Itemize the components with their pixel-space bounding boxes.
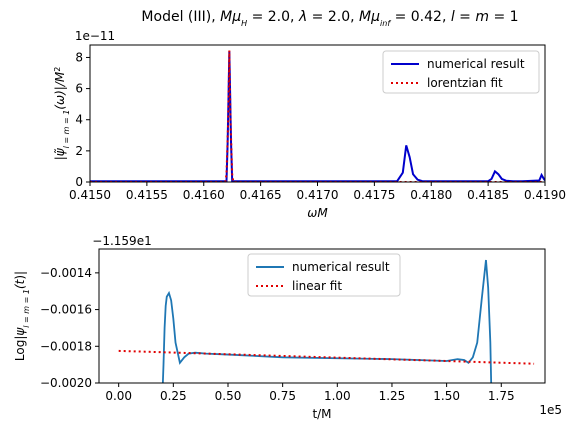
x-tick-label: 0.4175: [353, 188, 395, 202]
x-axis-label: t/M: [312, 407, 331, 421]
y-tick-label: 0: [75, 175, 83, 189]
y-axis-label: |ψ̃l = m = 1(ω)|/M2: [53, 67, 71, 161]
plot-frame: [98, 248, 546, 384]
x-tick-label: 0.4170: [297, 188, 339, 202]
series-line-1: [161, 259, 493, 383]
legend-label: numerical result: [292, 260, 390, 274]
y-tick-label: 8: [75, 50, 83, 64]
x-axis-label: ωM: [307, 206, 328, 220]
x-tick-label: 0.4155: [126, 188, 168, 202]
y-tick-label: −0.0014: [40, 266, 92, 280]
figure-title: Model (III), MμH = 2.0, λ = 2.0, Mμinf =…: [141, 9, 518, 28]
x-tick-label: 0.4150: [69, 188, 111, 202]
y-tick-label: 6: [75, 82, 83, 96]
bottom-x-offset-label: 1e5: [539, 403, 562, 417]
legend-label: linear fit: [292, 279, 342, 293]
x-tick-label: 0.4160: [183, 188, 225, 202]
x-tick-label: 0.4190: [524, 188, 566, 202]
bottom-y-offset-label: −1.159e1: [92, 234, 151, 248]
y-tick-label: 4: [75, 113, 83, 127]
legend-label: lorentzian fit: [427, 76, 503, 90]
series-line-2: [90, 50, 545, 182]
legend-label: numerical result: [427, 57, 525, 71]
x-tick-label: 0.00: [105, 389, 132, 403]
legend-box: [382, 50, 540, 94]
y-tick-label: 2: [75, 144, 83, 158]
x-tick-label: 1.50: [433, 389, 460, 403]
x-tick-label: 0.75: [269, 389, 296, 403]
x-tick-label: 1.75: [488, 389, 515, 403]
y-tick-label: −0.0020: [40, 376, 92, 390]
x-tick-label: 0.4165: [240, 188, 282, 202]
x-tick-label: 0.4180: [410, 188, 452, 202]
y-axis-label: Log|ψl = m = 1(t)|: [13, 271, 31, 361]
x-tick-label: 0.4185: [467, 188, 509, 202]
top-plot: 0.4150 0.4155 0.4160 0.4165 0.4170 0.4175 0.41…: [53, 44, 566, 220]
x-tick-label: 0.50: [215, 389, 242, 403]
bottom-plot: 0.00 0.25 0.50 0.75 1.00 1.25 1.50 1.75 −0.0020 −…: [13, 248, 546, 421]
legend-box: [247, 253, 401, 297]
y-tick-label: −0.0018: [40, 339, 92, 353]
x-tick-label: 0.25: [160, 389, 187, 403]
x-tick-label: 1.25: [379, 389, 406, 403]
top-y-offset-label: 1e−11: [75, 29, 115, 43]
series-line-2: [118, 349, 535, 365]
x-tick-label: 1.00: [324, 389, 351, 403]
y-tick-label: −0.0016: [40, 303, 92, 317]
